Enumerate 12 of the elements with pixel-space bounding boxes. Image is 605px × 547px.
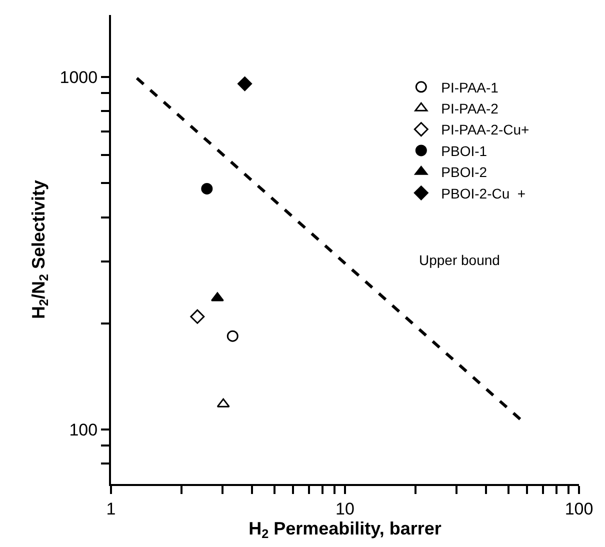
- legend-label: PBOI-1: [441, 142, 488, 159]
- x-tick-label: 1: [106, 499, 116, 518]
- x-axis-title: H$_{2}$ Permeability, barrer: [248, 518, 442, 542]
- legend-label: PBOI-2-Cu +: [441, 185, 526, 202]
- legend-label: PI-PAA-2-Cu+: [441, 122, 530, 138]
- legend-label: PBOI-2: [441, 164, 488, 180]
- x-tick-label: 10: [336, 499, 354, 518]
- x-tick-label: 100: [564, 499, 594, 518]
- y-tick-label: 1000: [60, 68, 98, 87]
- legend-label: PI-PAA-1: [441, 79, 499, 96]
- annotation: Upper bound: [419, 252, 500, 268]
- legend-label: PI-PAA-2: [441, 100, 499, 117]
